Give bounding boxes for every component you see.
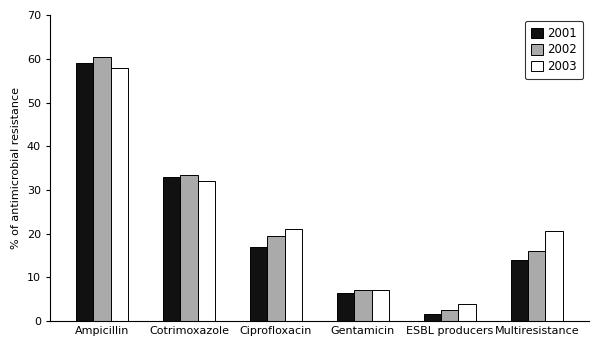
Bar xyxy=(528,251,545,321)
Bar xyxy=(93,57,110,321)
Legend: 2001, 2002, 2003: 2001, 2002, 2003 xyxy=(525,21,583,79)
Bar xyxy=(110,68,128,321)
Bar xyxy=(458,304,476,321)
Bar xyxy=(337,293,354,321)
Bar xyxy=(441,310,458,321)
Bar xyxy=(197,181,215,321)
Bar xyxy=(371,290,389,321)
Bar xyxy=(180,175,197,321)
Y-axis label: % of antimicrobial resistance: % of antimicrobial resistance xyxy=(11,87,21,249)
Bar xyxy=(250,247,267,321)
Bar xyxy=(267,236,284,321)
Bar xyxy=(163,177,180,321)
Bar xyxy=(284,229,302,321)
Bar xyxy=(424,314,441,321)
Bar xyxy=(545,231,563,321)
Bar xyxy=(76,63,93,321)
Bar xyxy=(511,260,528,321)
Bar xyxy=(354,290,371,321)
